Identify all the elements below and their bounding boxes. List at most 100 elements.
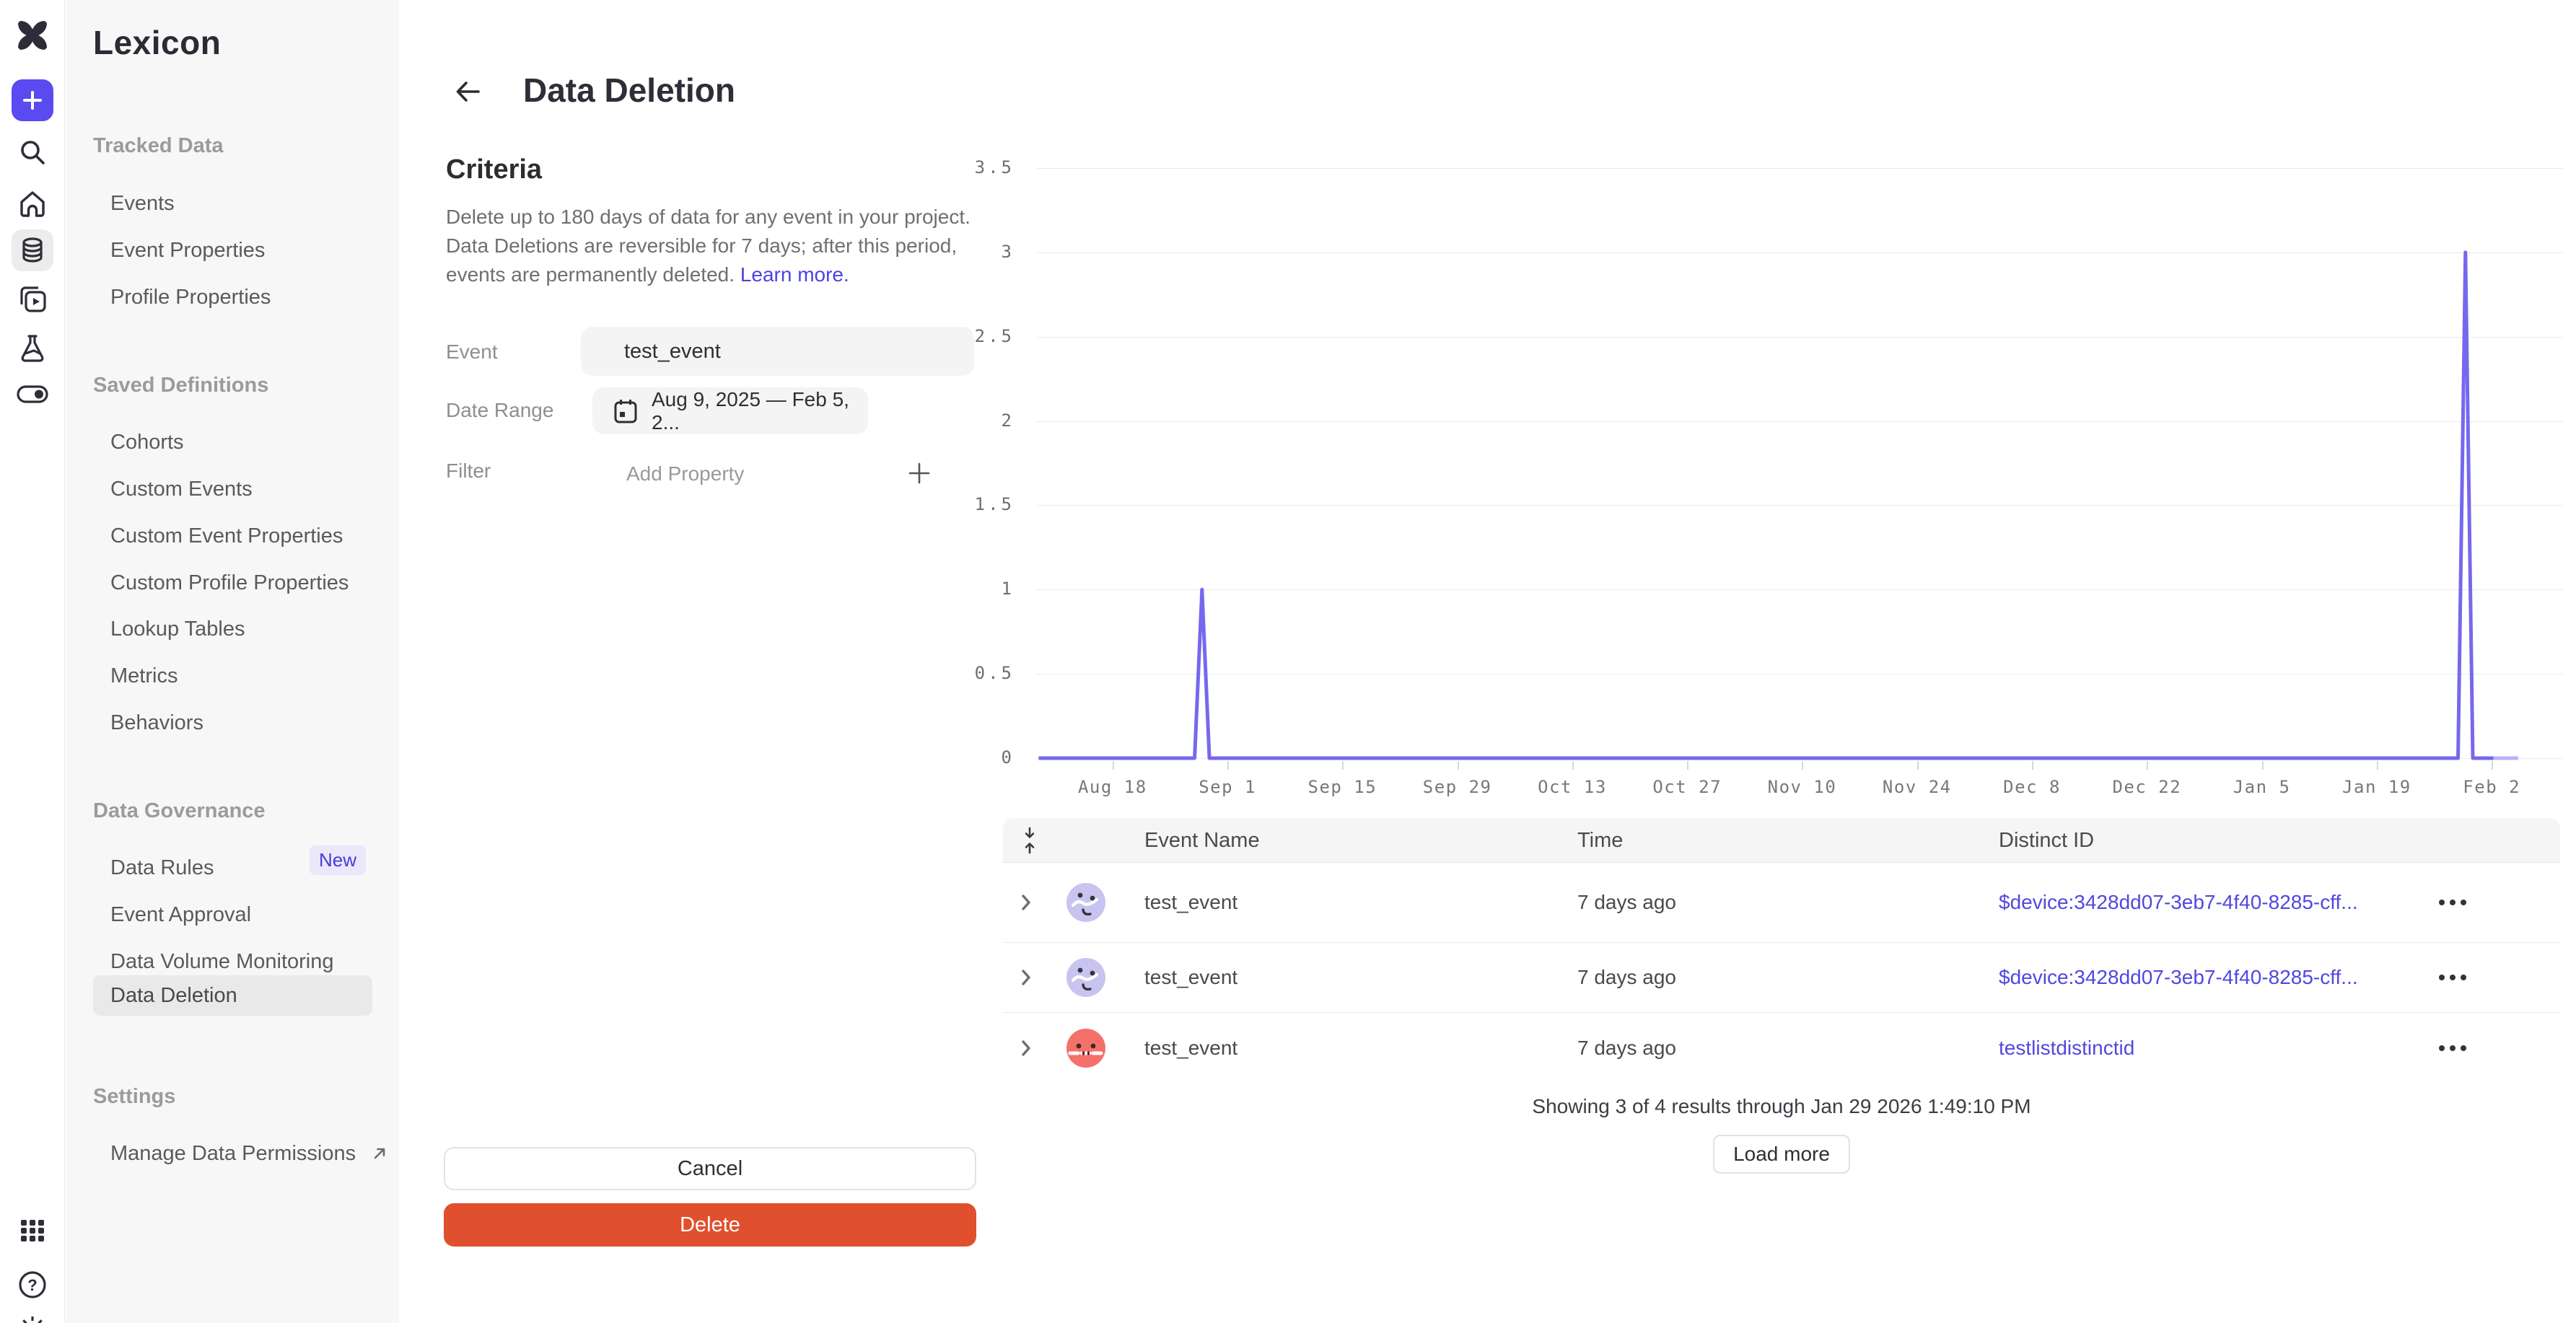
criteria-description: Delete up to 180 days of data for any ev…: [446, 203, 1066, 289]
description-line: Data Deletions are reversible for 7 days…: [446, 234, 958, 257]
sidebar-item-label: Data Deletion: [110, 983, 237, 1007]
distinct-id-link[interactable]: $device:3428dd07-3eb7-4f40-8285-cff...: [1999, 966, 2358, 988]
x-axis-tick: [2147, 761, 2149, 770]
x-axis-tick-label: Oct 13: [1538, 777, 1607, 797]
svg-text:?: ?: [27, 1276, 37, 1294]
column-header-distinct-id[interactable]: Distinct ID: [1999, 829, 2095, 852]
y-axis-tick-label: 0: [1001, 747, 1015, 768]
event-volume-chart: 3.5 3 2.5 2 1.5 1 0.5 0 Aug 18 Sep 1 Sep 15 Sep 29 O…: [975, 157, 2563, 797]
delete-button[interactable]: Delete: [444, 1203, 976, 1247]
sidebar-item-event-properties[interactable]: Event Properties: [110, 239, 266, 262]
x-axis-tick-label: Dec 8: [2003, 777, 2061, 797]
sidebar-item-data-volume-monitoring[interactable]: Data Volume Monitoring: [110, 950, 334, 973]
gridline: [1036, 505, 2563, 506]
y-axis-tick-label: 2.5: [974, 325, 1015, 346]
x-axis-tick-label: Sep 15: [1307, 777, 1377, 797]
search-icon[interactable]: [0, 136, 65, 169]
table-row[interactable]: test_event 7 days ago testlistdistinctid: [1003, 1013, 2560, 1083]
page-title: Data Deletion: [523, 71, 735, 109]
table-row[interactable]: test_event 7 days ago $device:3428dd07-3…: [1003, 943, 2560, 1013]
x-axis-tick-label: Nov 10: [1767, 777, 1837, 797]
mixpanel-logo-icon[interactable]: [0, 16, 65, 55]
row-actions-menu-icon[interactable]: [2439, 975, 2466, 980]
x-axis-tick: [1112, 761, 1114, 770]
criteria-heading: Criteria: [446, 154, 543, 185]
event-name-cell: test_event: [1144, 1036, 1238, 1059]
new-badge: New: [310, 845, 367, 875]
row-actions-menu-icon[interactable]: [2439, 1045, 2466, 1051]
create-new-button[interactable]: [0, 79, 65, 121]
x-axis-tick-label: Aug 18: [1077, 777, 1147, 797]
expand-chevron-icon[interactable]: [1020, 893, 1032, 912]
database-icon[interactable]: [12, 229, 53, 271]
sidebar-item-metrics[interactable]: Metrics: [110, 664, 178, 687]
sidebar-item-custom-event-properties[interactable]: Custom Event Properties: [110, 524, 343, 548]
sidebar-item-manage-data-permissions[interactable]: Manage Data Permissions: [110, 1139, 387, 1168]
section-heading-saved-definitions: Saved Definitions: [93, 374, 269, 397]
x-axis-tick: [2492, 761, 2494, 770]
feature-flags-toggle-icon[interactable]: [0, 379, 65, 408]
add-filter-plus-icon[interactable]: [908, 462, 930, 484]
sidebar-item-data-deletion-selected[interactable]: Data Deletion: [93, 975, 372, 1016]
load-more-button[interactable]: Load more: [1713, 1135, 1850, 1174]
x-axis-tick: [1802, 761, 1804, 770]
expand-chevron-icon[interactable]: [1020, 1039, 1032, 1058]
column-header-event-name[interactable]: Event Name: [1144, 829, 1260, 852]
table-row[interactable]: test_event 7 days ago $device:3428dd07-3…: [1003, 863, 2560, 943]
events-table: Event Name Time Distinct ID test_: [1003, 818, 2560, 1083]
sidebar-item-profile-properties[interactable]: Profile Properties: [110, 286, 271, 309]
gridline: [1036, 589, 2563, 591]
boards-icon[interactable]: [0, 283, 65, 316]
settings-gear-icon[interactable]: [0, 1313, 65, 1323]
sidebar-item-data-rules[interactable]: Data Rules: [110, 856, 214, 879]
lexicon-sidebar: Lexicon Tracked Data Events Event Proper…: [66, 0, 399, 1323]
gridline: [1036, 336, 2563, 338]
x-axis-tick: [1342, 761, 1344, 770]
event-name-cell: test_event: [1144, 966, 1238, 988]
table-header-row: Event Name Time Distinct ID: [1003, 818, 2560, 863]
description-line: Delete up to 180 days of data for any ev…: [446, 206, 971, 228]
sidebar-item-custom-profile-properties[interactable]: Custom Profile Properties: [110, 571, 349, 594]
gridline: [1036, 252, 2563, 253]
calendar-icon: [614, 399, 637, 423]
y-axis-tick-label: 3: [1001, 241, 1015, 262]
x-axis-tick: [1687, 761, 1689, 770]
back-arrow-button[interactable]: [451, 74, 486, 109]
event-name-cell: test_event: [1144, 891, 1238, 913]
expand-chevron-icon[interactable]: [1020, 968, 1032, 987]
sidebar-item-cohorts[interactable]: Cohorts: [110, 431, 184, 454]
data-management-tab[interactable]: [0, 229, 65, 271]
sidebar-item-lookup-tables[interactable]: Lookup Tables: [110, 617, 245, 641]
x-axis-tick-label: Nov 24: [1882, 777, 1952, 797]
user-avatar: [1066, 1028, 1105, 1068]
event-select[interactable]: test_event: [581, 327, 974, 376]
add-property-button[interactable]: Add Property: [626, 462, 745, 485]
y-axis-tick-label: 1: [1001, 579, 1015, 599]
home-icon[interactable]: [0, 188, 65, 221]
results-summary: Showing 3 of 4 results through Jan 29 20…: [1532, 1095, 2031, 1117]
gridline: [1036, 168, 2563, 169]
distinct-id-link[interactable]: $device:3428dd07-3eb7-4f40-8285-cff...: [1999, 891, 2358, 913]
section-heading-settings: Settings: [93, 1085, 176, 1108]
y-axis-tick-label: 0.5: [974, 663, 1015, 684]
sort-icon[interactable]: [1022, 826, 1038, 855]
sidebar-item-event-approval[interactable]: Event Approval: [110, 903, 252, 926]
sidebar-item-custom-events[interactable]: Custom Events: [110, 478, 253, 501]
learn-more-link[interactable]: Learn more.: [740, 263, 849, 286]
sidebar-item-behaviors[interactable]: Behaviors: [110, 711, 203, 734]
help-icon[interactable]: ?: [0, 1268, 65, 1301]
user-avatar: [1066, 883, 1105, 922]
sidebar-item-events[interactable]: Events: [110, 192, 175, 215]
distinct-id-link[interactable]: testlistdistinctid: [1999, 1036, 2135, 1059]
cancel-button[interactable]: Cancel: [444, 1147, 976, 1190]
date-range-picker[interactable]: Aug 9, 2025 — Feb 5, 2...: [592, 387, 868, 434]
event-field-label: Event: [446, 340, 498, 363]
column-header-time[interactable]: Time: [1577, 829, 1624, 852]
experiments-flask-icon[interactable]: [0, 331, 65, 364]
row-actions-menu-icon[interactable]: [2439, 900, 2466, 905]
x-axis-tick: [2261, 761, 2264, 770]
section-heading-tracked-data: Tracked Data: [93, 134, 224, 157]
apps-grid-icon[interactable]: [0, 1214, 65, 1246]
plus-icon[interactable]: [12, 79, 53, 121]
date-range-value: Aug 9, 2025 — Feb 5, 2...: [652, 387, 849, 434]
